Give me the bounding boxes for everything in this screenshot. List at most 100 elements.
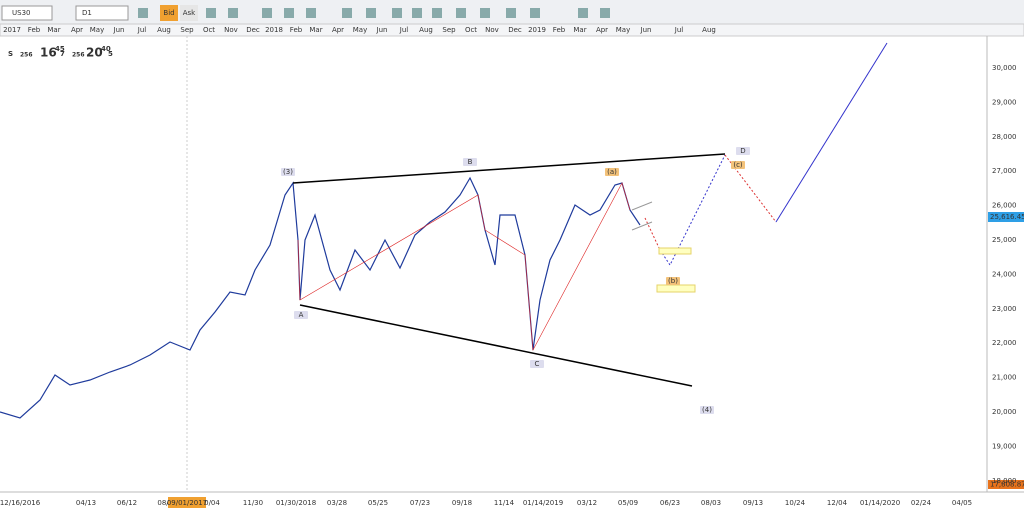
timeline-label: Apr xyxy=(71,26,83,34)
wave-label: C xyxy=(535,360,540,368)
timeline-label: Dec xyxy=(246,26,260,34)
wave-label: D xyxy=(740,147,745,155)
date-label: 11/30 xyxy=(243,499,263,507)
timeline-label: Aug xyxy=(702,26,716,34)
wave-label: A xyxy=(299,311,304,319)
date-label: 06/12 xyxy=(117,499,137,507)
channel-bottom xyxy=(631,221,653,231)
symbol-select[interactable] xyxy=(1,5,53,21)
timeframe-select[interactable] xyxy=(75,5,129,21)
price-label: 30,000 xyxy=(992,64,1017,72)
wave-label-bg xyxy=(736,147,750,155)
timeline-label: Jun xyxy=(376,26,388,34)
timeline-label: 2017 xyxy=(3,26,21,34)
price-label: 29,000 xyxy=(992,98,1017,106)
quote-spread2: 256 xyxy=(72,52,85,59)
date-label: 0/04 xyxy=(204,499,220,507)
date-label: 03/28 xyxy=(327,499,347,507)
date-label: 05/25 xyxy=(368,499,388,507)
wedge-lower xyxy=(299,304,693,387)
date-label: 06/23 xyxy=(660,499,680,507)
bid: Bid xyxy=(163,9,174,17)
quote-spread: 256 xyxy=(20,52,33,59)
wave-label: (b) xyxy=(668,277,678,285)
timeline-label: Jul xyxy=(399,26,409,34)
date-label: 09/01/2017 xyxy=(167,499,207,507)
wave-label-bg xyxy=(281,168,295,176)
date-label: 01/14/2019 xyxy=(523,499,563,507)
timeline-label: 2018 xyxy=(265,26,283,34)
timeline-label: Mar xyxy=(309,26,322,34)
price-label: 26,000 xyxy=(992,202,1017,210)
date-label: 04/05 xyxy=(952,499,972,507)
current-price-tag xyxy=(988,212,1024,222)
bid-button[interactable] xyxy=(160,5,178,21)
top-timeline xyxy=(0,23,1024,37)
target-zone xyxy=(656,284,696,293)
date-label: 07/23 xyxy=(410,499,430,507)
toolbar-icons xyxy=(138,8,610,18)
quote-ask-frac: 5 xyxy=(108,50,113,58)
price-label: 22,000 xyxy=(992,339,1017,347)
price-path xyxy=(0,176,641,419)
date-label: 01/30/2018 xyxy=(276,499,316,507)
quote-ask-pips: 40 xyxy=(101,45,111,53)
timeline-label: Nov xyxy=(485,26,499,34)
price-label: 18,000 xyxy=(992,477,1017,485)
date-label: 08/ xyxy=(157,499,169,507)
timeline-label: Jul xyxy=(137,26,147,34)
current-price: 25,616.45 xyxy=(990,213,1024,221)
quote-bid-frac: 7 xyxy=(60,50,65,58)
timeline-label: Jul xyxy=(674,26,684,34)
timeline-label: Aug xyxy=(157,26,171,34)
timeframe: D1 xyxy=(82,9,92,17)
wave-label: (c) xyxy=(733,161,743,169)
timeline-label: May xyxy=(353,26,367,34)
price-label: 21,000 xyxy=(992,374,1017,382)
quote-bid-big: 16 xyxy=(40,46,57,60)
price-label: 24,000 xyxy=(992,270,1017,278)
timeline-label: Dec xyxy=(508,26,522,34)
price-label: 20,000 xyxy=(992,408,1017,416)
timeline-label: Nov xyxy=(224,26,238,34)
timeline-label: Jun xyxy=(113,26,125,34)
quote-label: S xyxy=(8,50,13,58)
quote-ask-big: 20 xyxy=(86,46,103,60)
timeline-label: Apr xyxy=(332,26,344,34)
low-price-tag xyxy=(988,480,1024,489)
date-label: 04/13 xyxy=(76,499,96,507)
timeline-label: Mar xyxy=(47,26,60,34)
projection-blue xyxy=(659,154,726,266)
date-highlight xyxy=(168,497,206,508)
wave-label-bg xyxy=(731,161,745,169)
price-path-down xyxy=(297,182,631,352)
wave-label: (3) xyxy=(283,168,293,176)
price-label: 28,000 xyxy=(992,133,1017,141)
timeline-label: Feb xyxy=(553,26,566,34)
timeline-label: Apr xyxy=(596,26,608,34)
date-label: 12/16/2016 xyxy=(0,499,41,507)
timeline-label: Feb xyxy=(290,26,303,34)
ask-button[interactable] xyxy=(180,5,198,21)
date-label: 09/13 xyxy=(743,499,763,507)
ask: Ask xyxy=(183,9,196,17)
timeline-label: Sep xyxy=(180,26,194,34)
low-price: 17,808.87 xyxy=(990,481,1024,489)
price-label: 23,000 xyxy=(992,305,1017,313)
date-label: 11/14 xyxy=(494,499,515,507)
target-zone xyxy=(658,247,692,255)
timeline-label: May xyxy=(616,26,630,34)
date-label: 03/12 xyxy=(577,499,597,507)
timeline-label: Aug xyxy=(419,26,433,34)
price-label: 25,000 xyxy=(992,236,1017,244)
projection-red xyxy=(644,217,661,251)
date-label: 09/18 xyxy=(452,499,472,507)
quote-bid-pips: 45 xyxy=(55,45,65,53)
wave-label-bg xyxy=(700,406,714,414)
date-label: 05/09 xyxy=(618,499,638,507)
date-label: 02/24 xyxy=(911,499,932,507)
timeline-label: 2019 xyxy=(528,26,546,34)
wedge-upper xyxy=(292,153,726,184)
timeline-label: Feb xyxy=(28,26,41,34)
